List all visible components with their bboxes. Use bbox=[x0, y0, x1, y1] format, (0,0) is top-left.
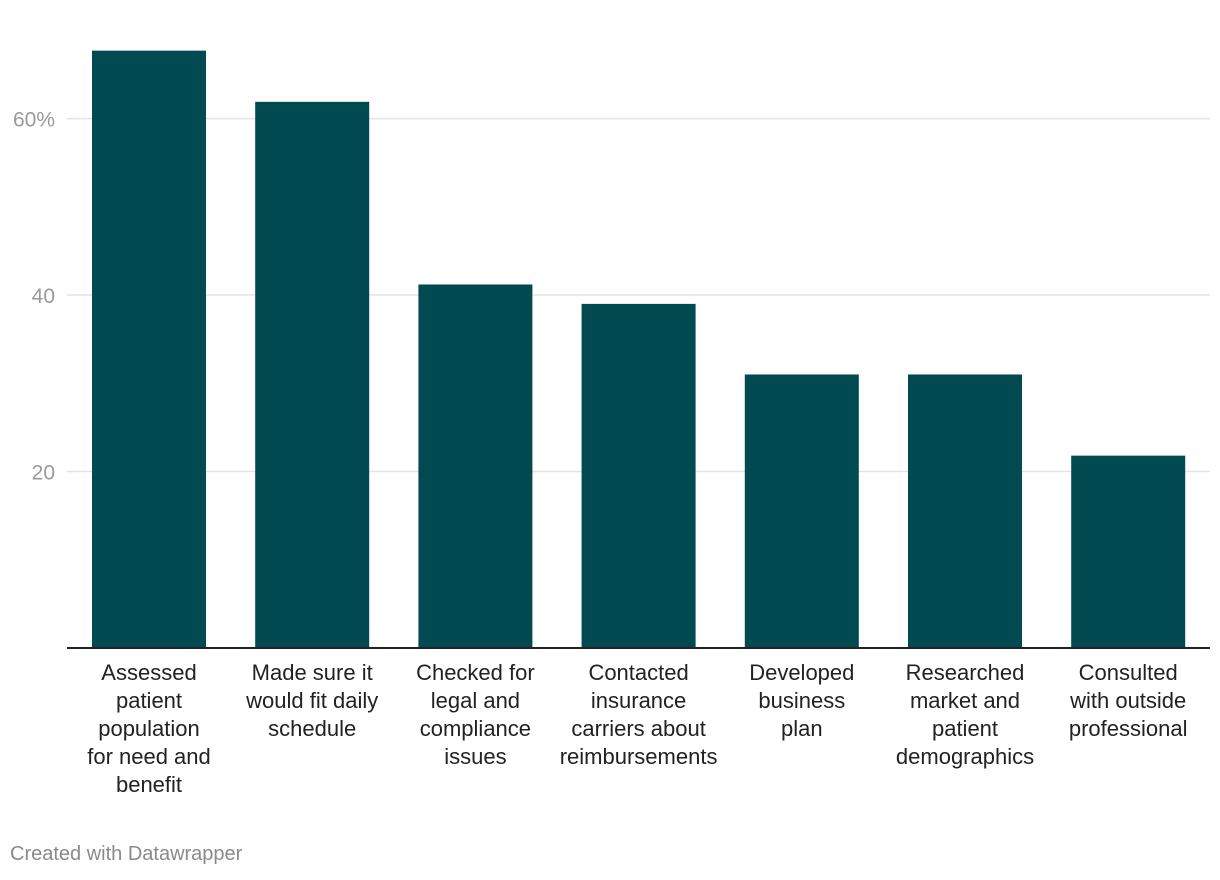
bar bbox=[744, 374, 859, 648]
x-category-label: Researched market and patient demographics bbox=[896, 660, 1034, 769]
datawrapper-credit: Created with Datawrapper bbox=[10, 843, 243, 865]
x-category-label: Contacted insurance carriers about reimburs… bbox=[560, 660, 718, 769]
bar bbox=[418, 284, 533, 648]
x-category-label: Made sure it would fit daily schedule bbox=[245, 660, 378, 741]
bar-layer bbox=[92, 50, 1186, 649]
y-tick-label: 20 bbox=[32, 462, 55, 485]
bar bbox=[1071, 455, 1186, 648]
y-tick-label: 60% bbox=[13, 109, 55, 132]
category-label-layer: Assessed patient population for need and ben… bbox=[87, 660, 1187, 797]
bar bbox=[581, 303, 696, 648]
y-tick-label: 40 bbox=[32, 285, 55, 308]
x-category-label: Checked for legal and compliance issues bbox=[416, 660, 535, 769]
bar bbox=[92, 50, 206, 649]
bar bbox=[255, 101, 370, 648]
x-category-label: Consulted with outside professional bbox=[1069, 660, 1188, 741]
bar bbox=[908, 374, 1022, 648]
x-category-label: Assessed patient population for need and ben… bbox=[87, 660, 211, 797]
x-category-label: Developed business plan bbox=[749, 660, 854, 741]
